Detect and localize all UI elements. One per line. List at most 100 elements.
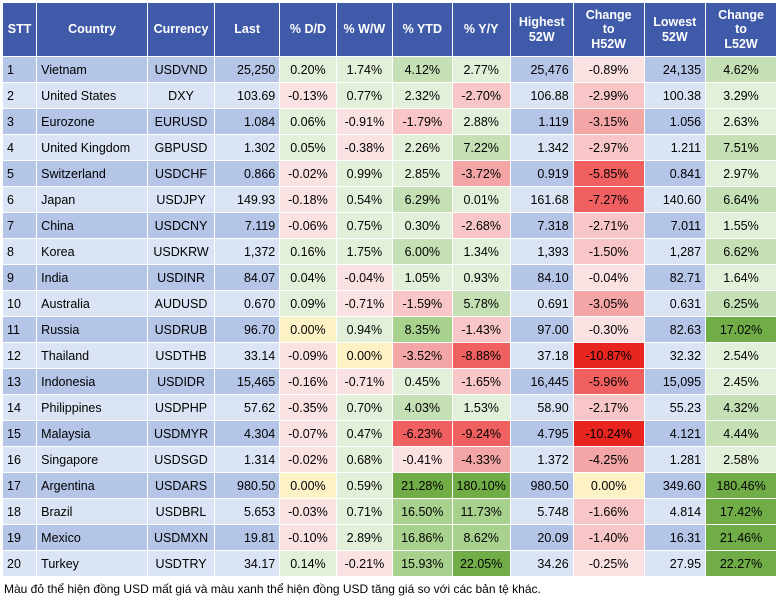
table-cell: Turkey	[36, 550, 148, 577]
table-cell: -1.65%	[451, 368, 511, 395]
table-cell: 0.631	[643, 290, 707, 317]
table-cell: -1.79%	[392, 108, 453, 135]
table-cell: USDTRY	[146, 550, 216, 577]
table-cell: 82.63	[643, 316, 707, 343]
table-cell: China	[36, 212, 148, 239]
table-cell: 3	[1, 108, 38, 135]
table-cell: 8.35%	[392, 316, 453, 343]
table-cell: 33.14	[214, 342, 281, 369]
table-cell: Argentina	[36, 472, 148, 499]
table-cell: -2.17%	[572, 394, 645, 421]
table-cell: -1.50%	[572, 238, 645, 265]
column-header: STT	[1, 2, 38, 57]
table-cell: 7.119	[214, 212, 281, 239]
table-cell: -3.15%	[572, 108, 645, 135]
table-cell: 0.47%	[335, 420, 394, 447]
table-cell: 2.58%	[705, 446, 777, 473]
table-cell: USDJPY	[146, 186, 216, 213]
table-cell: -1.66%	[572, 498, 645, 525]
table-cell: -2.71%	[572, 212, 645, 239]
table-cell: 12	[1, 342, 38, 369]
header-row: STT Country Currency Last% D/D% W/W% YTD% Y…	[1, 2, 777, 57]
table-cell: 980.50	[509, 472, 574, 499]
table-cell: -0.35%	[279, 394, 337, 421]
table-cell: 7.011	[643, 212, 707, 239]
table-cell: 2.88%	[451, 108, 511, 135]
table-cell: 5.653	[214, 498, 281, 525]
table-cell: -0.41%	[392, 446, 453, 473]
table-cell: 16.86%	[392, 524, 453, 551]
table-cell: 161.68	[509, 186, 574, 213]
table-cell: USDKRW	[146, 238, 216, 265]
table-cell: 8.62%	[451, 524, 511, 551]
table-cell: EURUSD	[146, 108, 216, 135]
table-cell: 27.95	[643, 550, 707, 577]
table-cell: -0.02%	[279, 160, 337, 187]
table-cell: 21.46%	[705, 524, 777, 551]
table-cell: 140.60	[643, 186, 707, 213]
table-cell: 0.866	[214, 160, 281, 187]
table-cell: -0.10%	[279, 524, 337, 551]
table-cell: -0.13%	[279, 82, 337, 109]
table-cell: -0.30%	[572, 316, 645, 343]
table-cell: 15,465	[214, 368, 281, 395]
table-cell: AUDUSD	[146, 290, 216, 317]
table-cell: -0.89%	[572, 56, 645, 83]
table-cell: 0.75%	[335, 212, 394, 239]
table-row: 18 Brazil USDBRL 5.653 -0.03% 0.71% 16.50% 11.7…	[1, 498, 777, 525]
table-cell: 97.00	[509, 316, 574, 343]
table-cell: 1.119	[509, 108, 574, 135]
table-cell: 6.00%	[392, 238, 453, 265]
table-cell: -0.21%	[335, 550, 394, 577]
table-cell: 100.38	[643, 82, 707, 109]
table-cell: 16	[1, 446, 38, 473]
table-cell: 1.056	[643, 108, 707, 135]
table-cell: 1	[1, 56, 38, 83]
table-cell: 0.841	[643, 160, 707, 187]
table-cell: 1.372	[509, 446, 574, 473]
table-cell: 1.211	[643, 134, 707, 161]
table-cell: 6.29%	[392, 186, 453, 213]
table-cell: -0.02%	[279, 446, 337, 473]
table-cell: 0.30%	[392, 212, 453, 239]
column-header: Lowest 52W	[643, 2, 707, 57]
table-cell: 1.74%	[335, 56, 394, 83]
table-cell: -0.16%	[279, 368, 337, 395]
table-cell: 4.795	[509, 420, 574, 447]
table-row: 14 Philippines USDPHP 57.62 -0.35% 0.70% 4.03%…	[1, 394, 777, 421]
table-cell: 0.919	[509, 160, 574, 187]
table-row: 16 Singapore USDSGD 1.314 -0.02% 0.68% -0.41% -…	[1, 446, 777, 473]
table-cell: 1,393	[509, 238, 574, 265]
table-cell: 24,135	[643, 56, 707, 83]
footnote: Màu đỏ thể hiện đồng USD mất giá và màu …	[4, 582, 541, 596]
table-cell: 0.00%	[279, 472, 337, 499]
table-cell: 0.16%	[279, 238, 337, 265]
table-cell: 349.60	[643, 472, 707, 499]
table-cell: 0.70%	[335, 394, 394, 421]
table-cell: 0.691	[509, 290, 574, 317]
table-cell: 0.14%	[279, 550, 337, 577]
table-row: 15 Malaysia USDMYR 4.304 -0.07% 0.47% -6.23% -9…	[1, 420, 777, 447]
column-header: Last	[214, 2, 281, 57]
table-cell: 22.27%	[705, 550, 777, 577]
table-cell: USDSGD	[146, 446, 216, 473]
table-cell: USDMYR	[146, 420, 216, 447]
table-body: 1 Vietnam USDVND 25,250 0.20% 1.74% 4.12% 2.77%…	[1, 56, 777, 577]
table-cell: -0.25%	[572, 550, 645, 577]
table-cell: -2.99%	[572, 82, 645, 109]
table-cell: Malaysia	[36, 420, 148, 447]
table-cell: 2.63%	[705, 108, 777, 135]
table-cell: 0.01%	[451, 186, 511, 213]
table-cell: 2.97%	[705, 160, 777, 187]
table-row: 5 Switzerland USDCHF 0.866 -0.02% 0.99% 2.85% -…	[1, 160, 777, 187]
table-cell: 1.55%	[705, 212, 777, 239]
table-cell: 7.318	[509, 212, 574, 239]
table-cell: -1.43%	[451, 316, 511, 343]
table-cell: -0.04%	[572, 264, 645, 291]
table-cell: -3.05%	[572, 290, 645, 317]
table-cell: 16.31	[643, 524, 707, 551]
table-cell: USDVND	[146, 56, 216, 83]
table-cell: 180.10%	[451, 472, 511, 499]
table-cell: 1.64%	[705, 264, 777, 291]
table-cell: -2.97%	[572, 134, 645, 161]
